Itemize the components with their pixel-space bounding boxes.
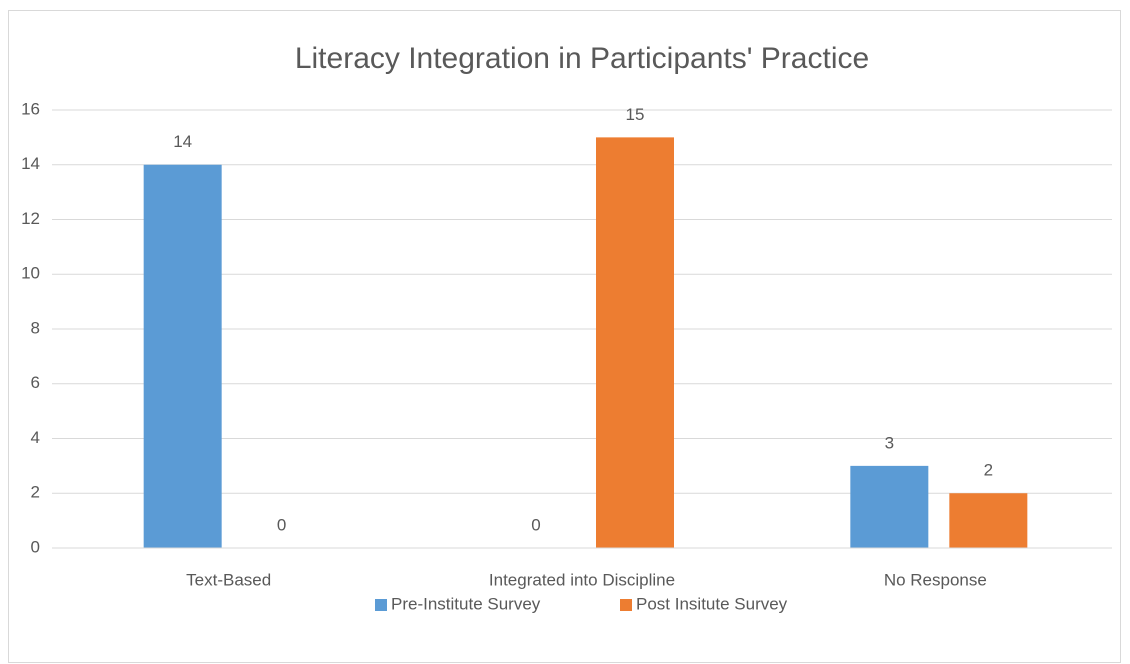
legend-swatch (375, 599, 387, 611)
legend-label: Post Insitute Survey (636, 594, 788, 613)
data-label: 0 (531, 515, 540, 534)
y-tick-label: 2 (31, 483, 40, 502)
y-tick-label: 6 (31, 373, 40, 392)
chart-title: Literacy Integration in Participants' Pr… (295, 42, 869, 75)
y-tick-label: 4 (31, 428, 40, 447)
x-tick-label: No Response (884, 570, 987, 589)
y-tick-label: 10 (21, 264, 40, 283)
data-label: 14 (173, 132, 192, 151)
y-tick-label: 8 (31, 318, 40, 337)
bar (949, 493, 1028, 548)
data-label: 3 (885, 433, 894, 452)
legend-label: Pre-Institute Survey (391, 594, 541, 613)
legend-swatch (620, 599, 632, 611)
x-tick-label: Integrated into Discipline (489, 570, 675, 589)
bar (850, 465, 929, 548)
bar (143, 164, 222, 548)
y-tick-label: 16 (21, 99, 40, 118)
y-tick-label: 0 (31, 537, 40, 556)
data-label: 2 (984, 461, 993, 480)
data-label: 15 (626, 105, 645, 124)
bar (596, 137, 674, 548)
y-tick-label: 14 (21, 154, 40, 173)
y-tick-label: 12 (21, 209, 40, 228)
data-label: 0 (277, 515, 286, 534)
x-tick-label: Text-Based (186, 570, 271, 589)
